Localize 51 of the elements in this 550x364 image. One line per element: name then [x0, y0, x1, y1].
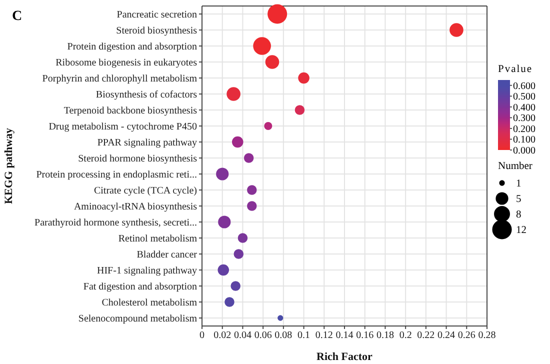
y-tick-label: Protein digestion and absorption [67, 42, 197, 52]
x-tick-label: 0.22 [417, 330, 435, 342]
y-tick-label: Porphyrin and chlorophyll metabolism [42, 74, 198, 84]
y-tick-label: Fat digestion and absorption [83, 282, 197, 292]
x-tick-label: 0.12 [315, 330, 333, 342]
x-axis-title: Rich Factor [316, 351, 373, 363]
x-tick-label: 0 [200, 330, 204, 342]
x-tick-label: 0.16 [356, 330, 374, 342]
color-bar-label: 0.500 [513, 92, 536, 103]
text: C [12, 9, 22, 24]
y-tick-label: Protein processing in endoplasmic reti... [36, 170, 197, 180]
x-tick-label: 0.26 [458, 330, 476, 342]
y-tick-label: Biosynthesis of cofactors [96, 90, 198, 100]
color-bar-label: 0.300 [513, 113, 536, 124]
legend-label: 1 [516, 178, 522, 190]
color-bar-label: 0.100 [513, 134, 536, 146]
y-tick-label: Retinol metabolism [118, 234, 198, 244]
x-tick-label: 0.18 [376, 330, 394, 342]
x-tick-label: 0.02 [214, 330, 232, 342]
legend-label: 5 [516, 194, 522, 206]
x-tick-label: 0.14 [336, 330, 354, 342]
x-tick-label: 0.1 [298, 330, 310, 342]
legend-label: 8 [516, 210, 522, 221]
y-tick-label: Cholesterol metabolism [102, 298, 198, 308]
x-tick-label: 0.06 [254, 330, 272, 342]
legend-title: Number [498, 161, 533, 172]
legend-label: 12 [516, 225, 526, 236]
y-tick-label: HIF-1 signaling pathway [97, 266, 197, 276]
x-tick-label: 0.04 [234, 330, 252, 342]
y-tick-label: Ribosome biogenesis in eukaryotes [56, 58, 198, 68]
y-tick-label: Steroid biosynthesis [116, 26, 198, 36]
y-tick-label: Steroid hormone biosynthesis [78, 154, 198, 164]
x-tick-label: 0.2 [399, 330, 412, 342]
color-bar-label: 0.000 [513, 146, 536, 156]
y-tick-label: Selenocompound metabolism [78, 314, 198, 324]
color-bar-label: 0.600 [513, 80, 536, 92]
y-tick-label: Aminoacyl-tRNA biosynthesis [74, 202, 198, 212]
y-axis-title: KEGG pathway [2, 127, 15, 204]
color-bar-title: Pvalue [498, 64, 533, 75]
x-tick-label: 0.24 [438, 330, 456, 342]
y-tick-label: Terpenoid backbone biosynthesis [64, 106, 198, 116]
y-tick-label: Pancreatic secretion [116, 10, 197, 20]
x-tick-label: 0.28 [478, 330, 496, 342]
y-tick-label: Citrate cycle (TCA cycle) [94, 186, 197, 196]
color-bar-label: 0.200 [513, 124, 536, 135]
y-tick-label: Parathyroid hormone synthesis, secreti... [34, 218, 197, 228]
color-bar-label: 0.400 [513, 102, 536, 114]
y-tick-label: Bladder cancer [136, 250, 198, 260]
x-tick-label: 0.08 [274, 330, 292, 342]
y-tick-label: Drug metabolism - cytochrome P450 [48, 122, 197, 132]
y-tick-label: PPAR signaling pathway [97, 138, 197, 148]
